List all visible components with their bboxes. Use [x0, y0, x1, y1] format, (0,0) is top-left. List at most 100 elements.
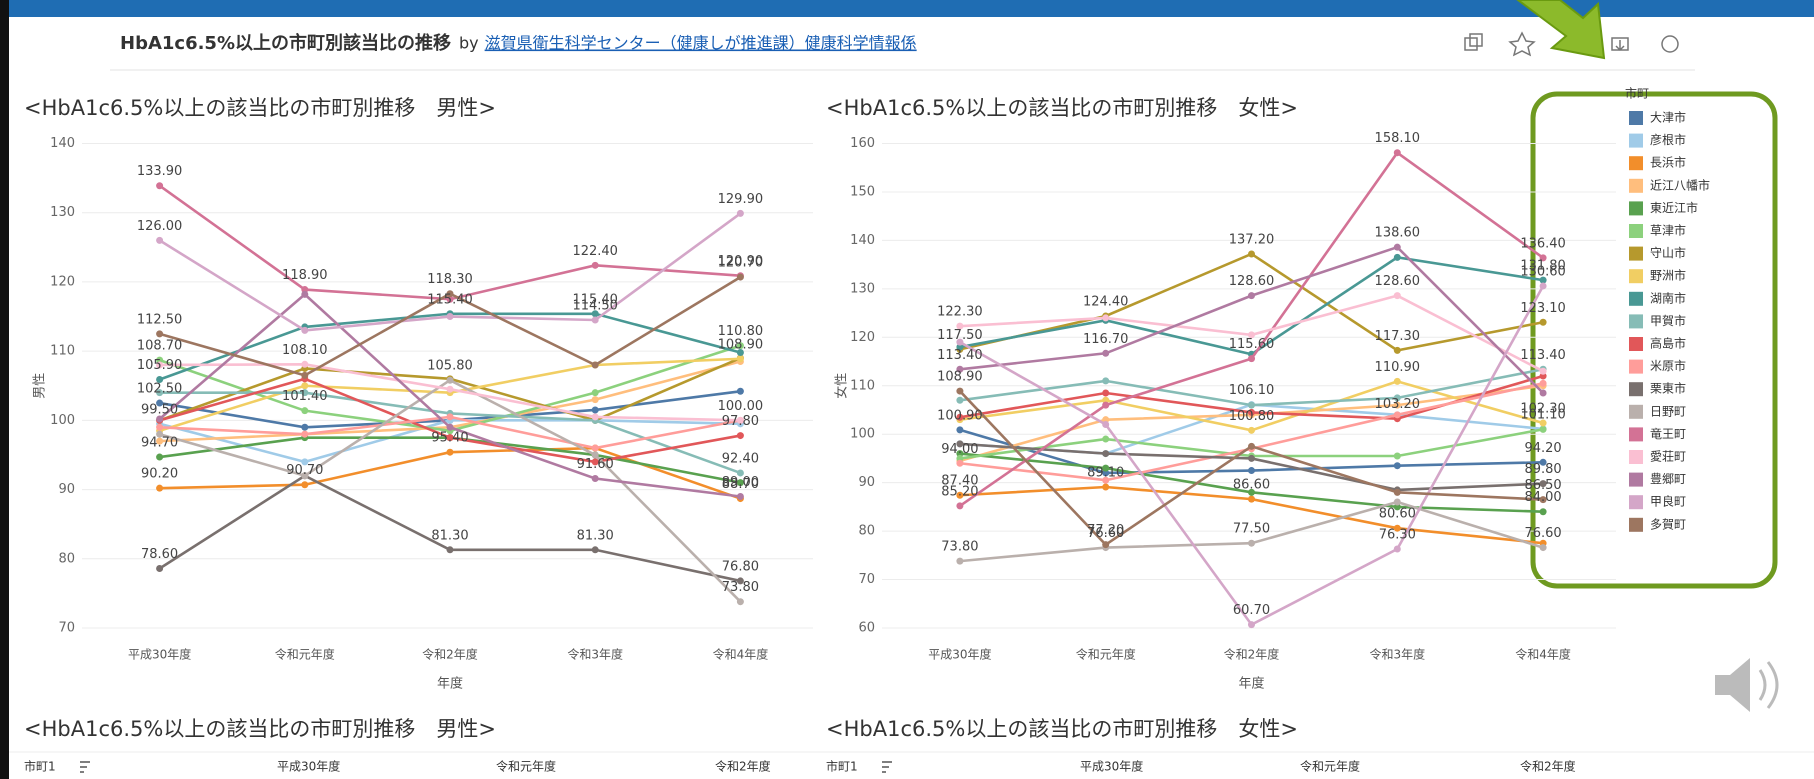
- download-icon[interactable]: [1611, 37, 1629, 52]
- copy-icon[interactable]: [1464, 37, 1478, 51]
- value-label: 76.30: [1379, 528, 1416, 543]
- y-axis-label: 男性: [33, 373, 48, 399]
- y-tick-label: 140: [850, 233, 875, 248]
- y-tick-label: 70: [858, 572, 875, 587]
- data-point: [1393, 524, 1401, 532]
- value-label: 77.20: [1087, 523, 1124, 538]
- data-point: [1248, 467, 1255, 475]
- legend-swatch: [1629, 337, 1643, 351]
- data-point: [156, 453, 164, 461]
- x-tick-label: 平成30年度: [128, 647, 191, 662]
- data-point: [156, 430, 164, 438]
- value-label: 116.70: [1083, 332, 1129, 347]
- top-bar: [0, 0, 1814, 17]
- data-point: [591, 406, 599, 414]
- author-link[interactable]: 滋賀県衛生科学センター（健康しが推進課）健康科学情報係: [485, 34, 917, 53]
- x-axis-label: 年度: [437, 676, 463, 692]
- speaker-body: [1715, 658, 1750, 712]
- legend-swatch: [1629, 291, 1643, 306]
- data-point: [1248, 426, 1255, 434]
- legend-label: 高島市: [1650, 336, 1686, 351]
- data-point: [156, 423, 164, 431]
- data-point: [1102, 349, 1110, 357]
- data-point: [956, 322, 964, 330]
- legend-swatch: [1629, 359, 1643, 374]
- value-label: 86.60: [1233, 478, 1270, 493]
- value-label: 133.90: [137, 164, 183, 179]
- value-label: 105.80: [427, 359, 473, 374]
- data-point: [736, 432, 744, 440]
- data-point: [301, 371, 309, 379]
- data-point: [156, 399, 164, 407]
- data-point: [446, 423, 454, 431]
- data-point: [156, 330, 164, 338]
- legend-title: 市町: [1625, 86, 1649, 101]
- table-header: 市町1: [826, 759, 858, 774]
- data-point: [1539, 508, 1547, 516]
- value-label: 123.10: [1520, 301, 1566, 316]
- data-point: [1102, 314, 1110, 322]
- data-point: [1539, 496, 1547, 504]
- data-point: [1102, 377, 1110, 385]
- legend-label: 近江八幡市: [1650, 177, 1710, 192]
- data-point: [1539, 544, 1547, 552]
- data-point: [1539, 276, 1547, 284]
- data-point: [736, 342, 744, 350]
- data-point: [301, 290, 309, 298]
- info-icon[interactable]: [1661, 35, 1679, 53]
- data-point: [301, 423, 309, 431]
- data-point: [156, 437, 164, 445]
- data-point: [956, 396, 964, 404]
- value-label: 105.90: [137, 358, 183, 373]
- data-point: [301, 472, 309, 480]
- value-label: 89.80: [1524, 462, 1561, 477]
- data-point: [1393, 292, 1401, 300]
- data-point: [591, 451, 599, 459]
- legend-label: 愛荘町: [1650, 450, 1686, 464]
- value-label: 117.50: [937, 328, 983, 343]
- data-point: [1539, 425, 1547, 433]
- data-point: [156, 389, 164, 397]
- data-point: [1248, 495, 1255, 503]
- x-tick-label: 令和2年度: [1224, 647, 1280, 662]
- x-tick-label: 令和3年度: [1369, 647, 1425, 662]
- data-point: [1393, 394, 1401, 402]
- data-point: [591, 396, 599, 404]
- data-point: [156, 564, 164, 572]
- sort-icon: [882, 761, 892, 773]
- value-label: 101.10: [1520, 407, 1566, 422]
- copy-icon-back: [1469, 33, 1483, 47]
- value-label: 95.40: [431, 431, 468, 446]
- speaker-icon: [1715, 658, 1779, 712]
- data-point: [1248, 355, 1255, 363]
- value-label: 89.00: [722, 475, 759, 490]
- value-label: 106.10: [1229, 383, 1275, 398]
- data-point: [301, 389, 309, 397]
- data-point: [956, 450, 964, 458]
- legend-label: 豊郷町: [1650, 472, 1686, 486]
- legend-swatch: [1629, 314, 1643, 329]
- legend-label: 長浜市: [1650, 155, 1686, 170]
- value-label: 89.10: [1087, 466, 1124, 481]
- value-label: 122.40: [572, 244, 618, 259]
- legend-swatch: [1629, 201, 1643, 216]
- legend-label: 栗東市: [1650, 381, 1686, 396]
- value-label: 99.50: [141, 402, 178, 417]
- data-point: [956, 440, 964, 448]
- value-label: 115.40: [427, 292, 473, 307]
- legend-swatch: [1629, 269, 1643, 284]
- data-point: [1102, 401, 1110, 409]
- data-point: [956, 426, 964, 434]
- value-label: 80.60: [1379, 507, 1416, 522]
- value-label: 137.20: [1229, 232, 1275, 247]
- legend-swatch: [1629, 517, 1643, 532]
- value-label: 110.90: [1375, 360, 1421, 375]
- y-tick-label: 130: [850, 281, 875, 296]
- value-label: 128.60: [1375, 274, 1421, 289]
- data-point: [1102, 396, 1110, 404]
- y-tick-label: 110: [850, 378, 875, 393]
- data-point: [1102, 421, 1110, 429]
- favorite-icon[interactable]: [1508, 31, 1536, 57]
- y-tick-label: 100: [850, 427, 875, 442]
- value-label: 124.40: [1083, 294, 1129, 309]
